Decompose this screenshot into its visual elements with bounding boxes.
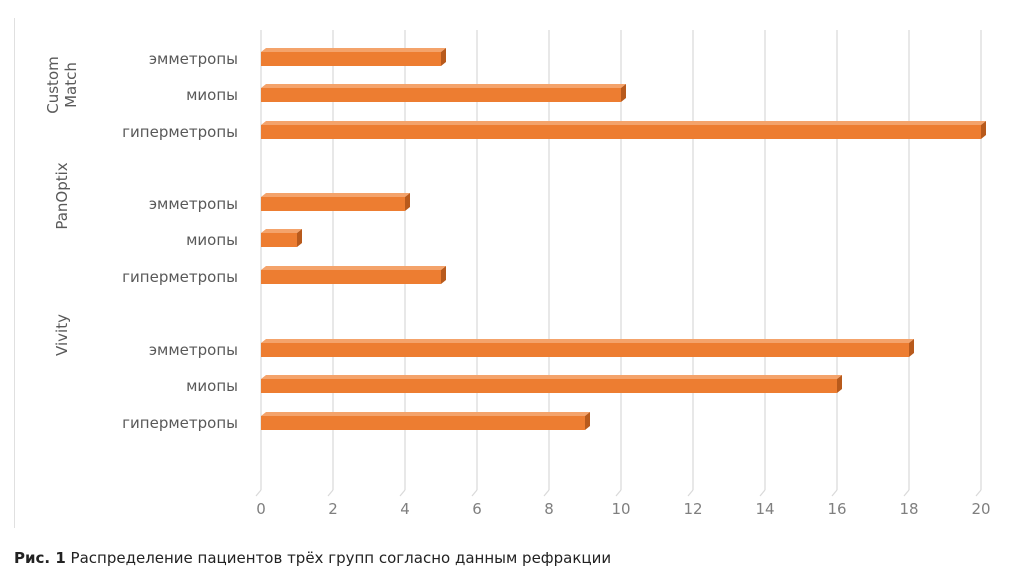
bar-side-face	[297, 229, 302, 247]
bar-side-face	[981, 121, 986, 139]
bar-side-face	[405, 193, 410, 211]
gridline-foot	[327, 489, 334, 497]
bar-side-face	[441, 266, 446, 284]
bar	[261, 52, 441, 66]
gridline-foot	[255, 489, 262, 497]
gridline-foot	[687, 489, 694, 497]
x-tick-label: 2	[328, 500, 338, 518]
category-label: гиперметропы	[122, 123, 238, 141]
bar	[261, 233, 297, 247]
group-label: Vivity	[53, 314, 71, 356]
x-tick-label: 6	[472, 500, 482, 518]
category-label: эмметропы	[149, 341, 238, 359]
bar-top-face	[261, 193, 410, 197]
x-tick-label: 20	[971, 500, 990, 518]
gridline-foot	[975, 489, 982, 497]
gridline-foot	[903, 489, 910, 497]
bar-top-face	[261, 121, 986, 125]
x-tick-label: 10	[611, 500, 630, 518]
category-label: миопы	[186, 377, 238, 395]
gridline-foot	[831, 489, 838, 497]
figure-label: Рис. 1	[14, 549, 66, 567]
x-tick-label: 16	[827, 500, 846, 518]
bar-side-face	[837, 375, 842, 393]
bar-side-face	[585, 412, 590, 430]
group-label: PanOptix	[53, 162, 71, 229]
bar	[261, 343, 909, 357]
x-tick-label: 0	[256, 500, 266, 518]
bar-top-face	[261, 412, 590, 416]
bar-top-face	[261, 84, 626, 88]
category-label: гиперметропы	[122, 268, 238, 286]
bar	[261, 88, 621, 102]
bar-top-face	[261, 339, 914, 343]
category-label: миопы	[186, 231, 238, 249]
gridline-foot	[615, 489, 622, 497]
category-label: эмметропы	[149, 195, 238, 213]
group-label: CustomMatch	[44, 56, 80, 113]
category-label: эмметропы	[149, 50, 238, 68]
bar	[261, 416, 585, 430]
gridline-foot	[759, 489, 766, 497]
bar-top-face	[261, 266, 446, 270]
category-label: миопы	[186, 86, 238, 104]
x-tick-label: 18	[899, 500, 918, 518]
bar-chart: 0 2 4 6 8 10 12 14 16 18 20 CustomMatch эмметропы мио…	[44, 30, 991, 518]
x-tick-label: 14	[755, 500, 774, 518]
x-tick-label: 8	[544, 500, 554, 518]
bar-top-face	[261, 48, 446, 52]
chart-frame	[14, 18, 1016, 528]
bar	[261, 125, 981, 139]
x-tick-label: 4	[400, 500, 410, 518]
gridline-foot	[471, 489, 478, 497]
bar-side-face	[621, 84, 626, 102]
bar	[261, 197, 405, 211]
bar	[261, 379, 837, 393]
category-label: гиперметропы	[122, 414, 238, 432]
gridline-foot	[543, 489, 550, 497]
gridline-foot	[399, 489, 406, 497]
bar	[261, 270, 441, 284]
bar-top-face	[261, 229, 302, 233]
caption-text: Распределение пациентов трёх групп согла…	[70, 549, 612, 567]
bar-side-face	[909, 339, 914, 357]
bar-top-face	[261, 375, 842, 379]
x-tick-label: 12	[683, 500, 702, 518]
bar-side-face	[441, 48, 446, 66]
figure-caption: Рис. 1 Распределение пациентов трёх груп…	[14, 549, 611, 567]
